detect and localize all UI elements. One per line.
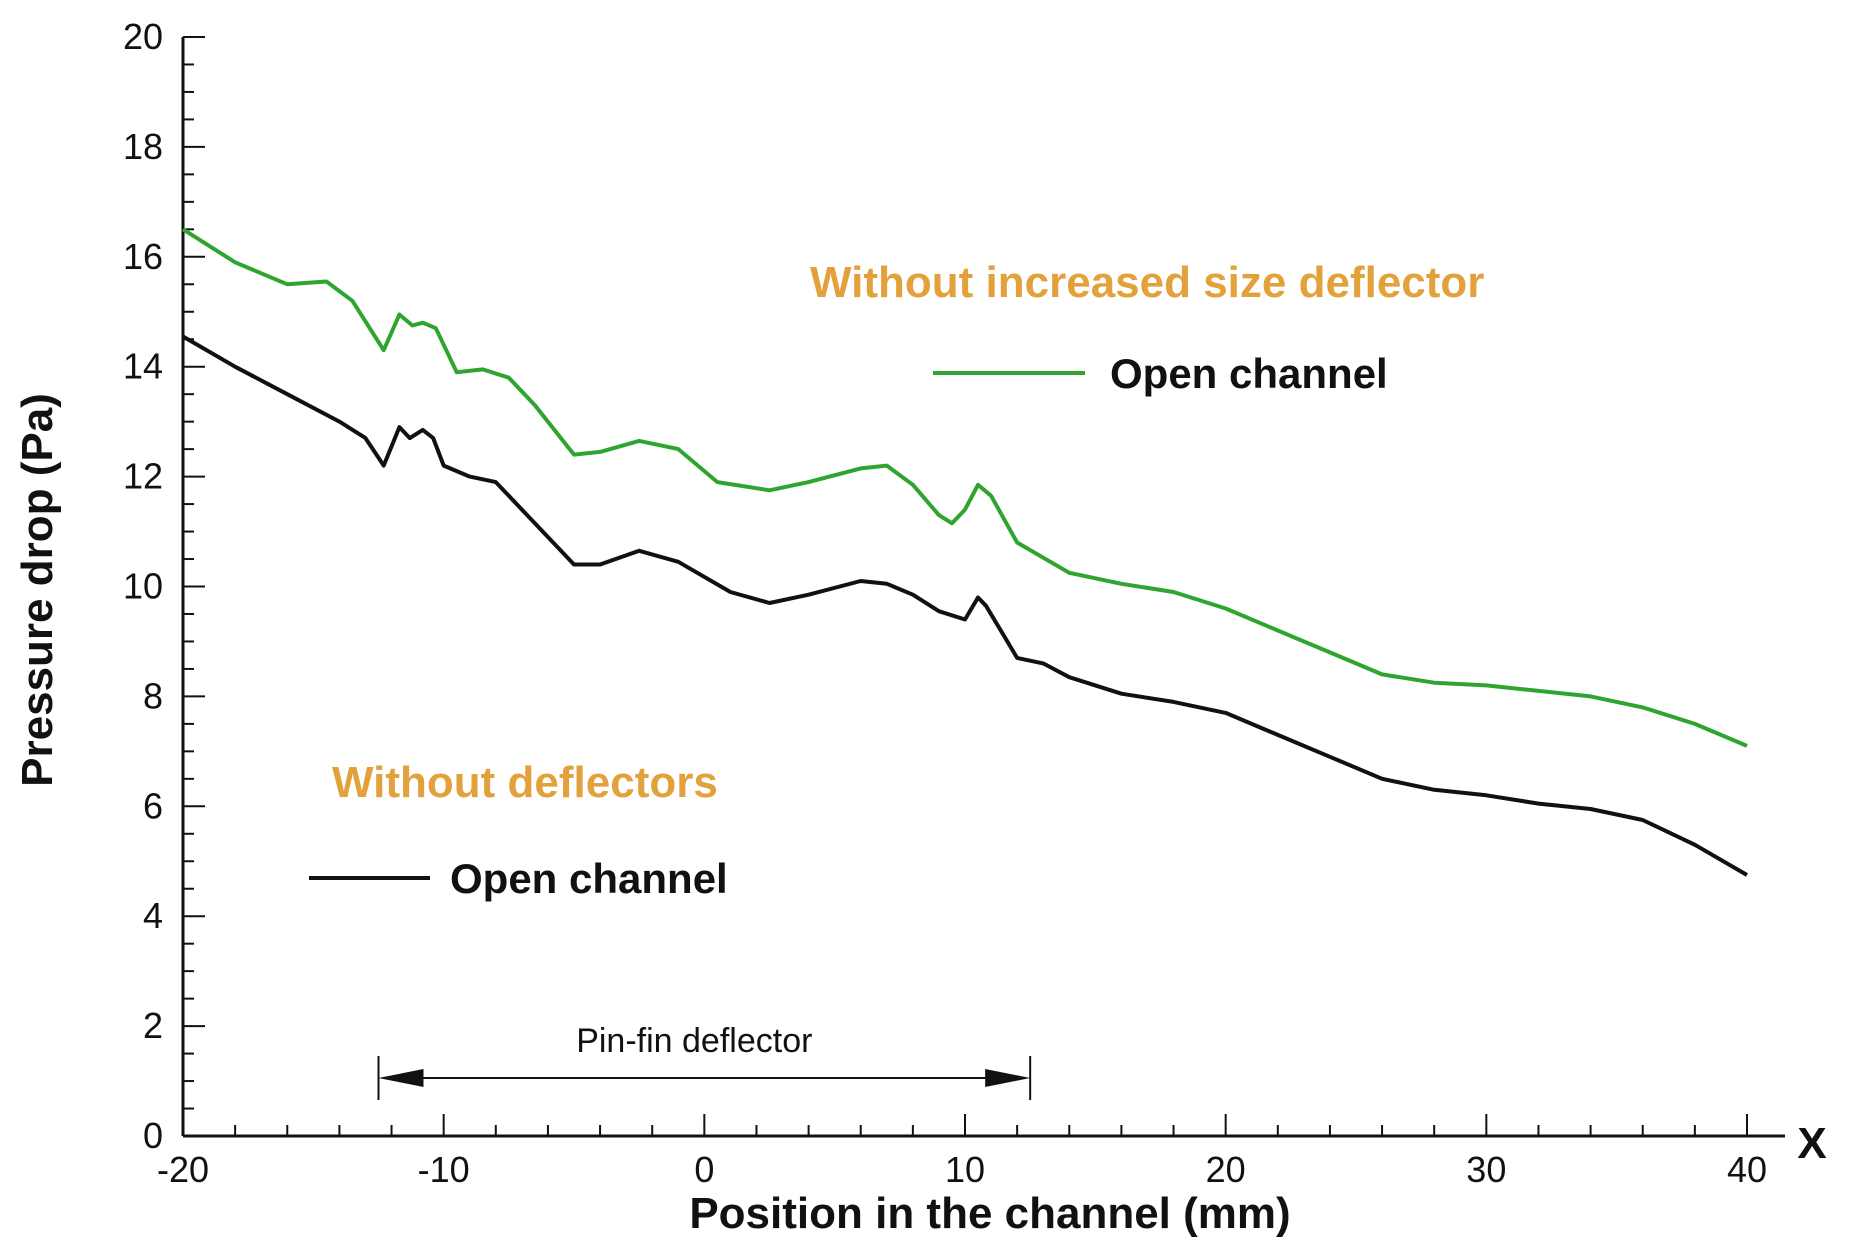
- y-tick-label: 16: [123, 236, 163, 277]
- x-tick-label: -20: [157, 1149, 209, 1190]
- annotation-pin-fin-deflector: Pin-fin deflector: [576, 1022, 812, 1060]
- y-tick-label: 10: [123, 566, 163, 607]
- y-tick-label: 0: [143, 1115, 163, 1156]
- legend-label-open-channel-green: Open channel: [1110, 350, 1388, 397]
- annotation-arrowhead-left: [378, 1069, 424, 1087]
- x-tick-label: 20: [1206, 1149, 1246, 1190]
- x-tick-label: 40: [1727, 1149, 1767, 1190]
- axes: -20 -10 0 10 20 30 40 0 2 4 6 8 10 12 14 16 18 20: [123, 16, 1785, 1190]
- legend-label-open-channel-black: Open channel: [450, 855, 728, 902]
- annotation-layer: Pin-fin deflector: [377, 1022, 1032, 1100]
- x-tick-label: -10: [418, 1149, 470, 1190]
- legend-title-increased-size: Without increased size deflector: [810, 258, 1484, 307]
- x-axis-end-label: X: [1797, 1119, 1826, 1168]
- series-line-without-deflectors: [181, 334, 1749, 877]
- y-tick-label: 14: [123, 346, 163, 387]
- annotation-arrowhead-right: [985, 1069, 1031, 1087]
- x-tick-label: 30: [1466, 1149, 1506, 1190]
- x-tick-label: 10: [945, 1149, 985, 1190]
- y-tick-label: 4: [143, 895, 163, 936]
- legend: Without increased size deflector Open ch…: [309, 258, 1484, 902]
- x-tick-label: 0: [694, 1149, 714, 1190]
- y-tick-label: 2: [143, 1005, 163, 1046]
- y-tick-label: 6: [143, 785, 163, 826]
- axis-titles: Position in the channel (mm) Pressure dr…: [13, 393, 1827, 1238]
- y-tick-label: 12: [123, 456, 163, 497]
- legend-title-without-deflectors: Without deflectors: [332, 758, 718, 807]
- series-line-increased-size-deflector: [181, 227, 1748, 748]
- y-tick-label: 18: [123, 126, 163, 167]
- series-layer: [181, 227, 1749, 877]
- y-axis-title: Pressure drop (Pa): [13, 393, 62, 787]
- y-tick-label: 8: [143, 675, 163, 716]
- x-axis-title: Position in the channel (mm): [689, 1189, 1290, 1238]
- y-tick-label: 20: [123, 16, 163, 57]
